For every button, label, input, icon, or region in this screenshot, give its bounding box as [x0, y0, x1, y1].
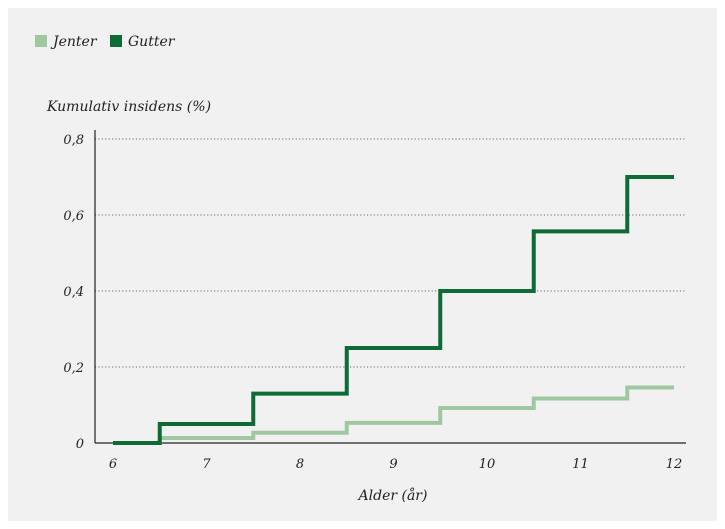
x-tick-label: 12 [666, 457, 683, 472]
legend-swatch-gutter [110, 35, 122, 47]
y-axis-label: Kumulativ insidens (%) [46, 99, 211, 115]
chart-panel [8, 8, 717, 521]
grid [95, 138, 686, 368]
legend-label-gutter: Gutter [128, 34, 176, 50]
x-tick-label: 9 [389, 457, 397, 472]
y-tick-label: 0,4 [63, 285, 84, 300]
legend-swatch-jenter [35, 35, 47, 47]
series-line-jenter [113, 385, 674, 445]
y-tick-label: 0,8 [63, 133, 84, 148]
y-tick-label: 0 [76, 437, 84, 452]
y-tick-label: 0,2 [63, 361, 84, 376]
x-tick-label: 11 [572, 457, 589, 472]
x-axis-label: Alder (år) [357, 487, 428, 504]
x-tick-label: 8 [296, 457, 304, 472]
series-line-gutter [113, 175, 674, 445]
y-tick-label: 0,6 [63, 209, 84, 224]
tick-labels: 0 0,2 0,4 0,6 0,8 6 7 8 9 10 11 12 [63, 133, 682, 472]
legend: Jenter Gutter [35, 34, 176, 50]
series-group [113, 175, 674, 445]
x-tick-label: 7 [202, 457, 211, 472]
axes [94, 130, 686, 444]
legend-label-jenter: Jenter [50, 34, 98, 50]
x-tick-label: 10 [479, 457, 496, 472]
x-tick-label: 6 [109, 457, 117, 472]
